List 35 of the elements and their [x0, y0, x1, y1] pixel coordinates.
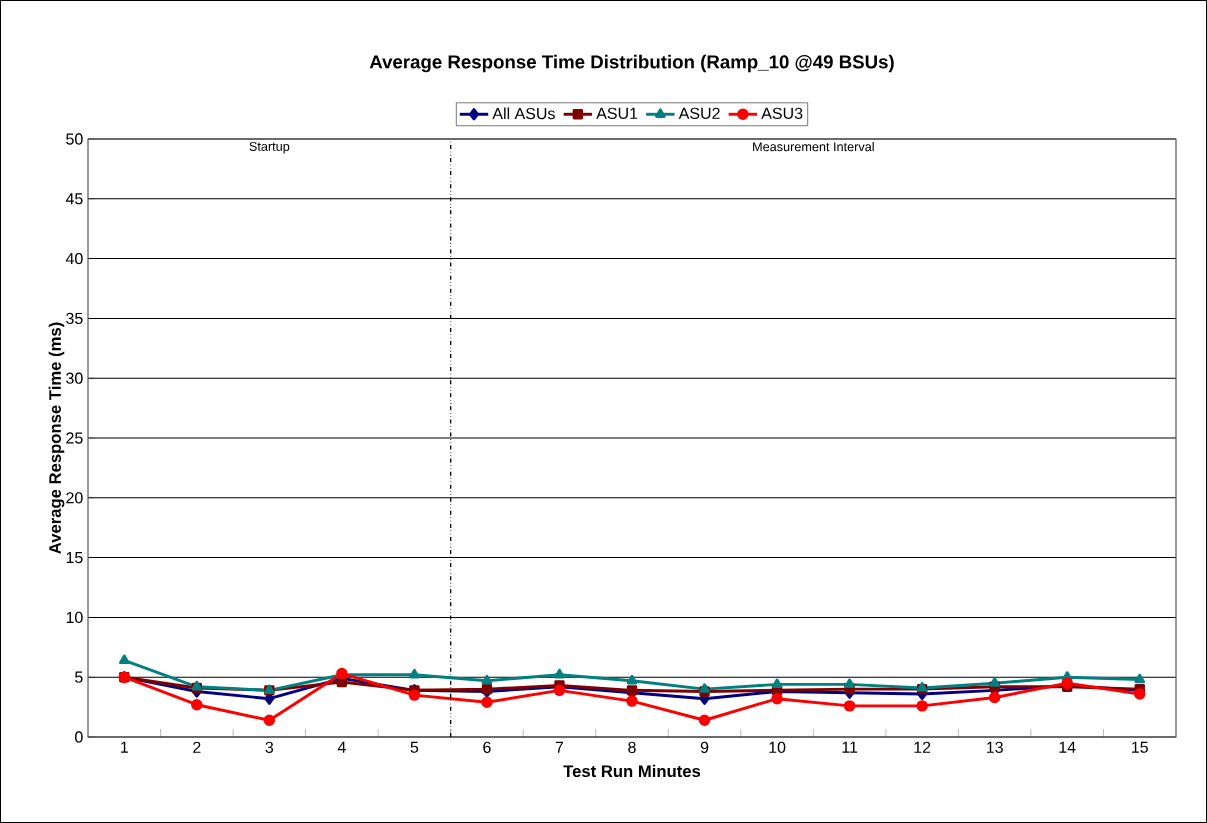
x-tick-label: 6 [483, 741, 491, 754]
y-tick-label: 40 [65, 252, 83, 265]
y-tick-label: 20 [66, 492, 83, 504]
x-tick-label: 2 [193, 741, 201, 753]
y-tick-label: 45 [65, 193, 83, 205]
x-tick-label: 12 [914, 741, 931, 753]
y-tick-label: 25 [66, 432, 83, 444]
x-tick-label: 10 [769, 741, 786, 754]
y-tick-label: 5 [75, 671, 83, 683]
y-tick-label: 10 [66, 611, 83, 624]
y-tick-label: 0 [75, 731, 83, 743]
x-tick-label: 5 [410, 741, 419, 753]
legend-label: All ASUs [492, 107, 555, 120]
annotation: Startup [249, 141, 290, 154]
x-tick-label: 7 [555, 741, 564, 753]
x-tick-label: 15 [1132, 741, 1148, 753]
y-axis-title: Average Response Time (ms) [48, 322, 65, 554]
y-tick-label: 50 [66, 133, 83, 145]
x-tick-label: 14 [1059, 741, 1076, 753]
x-tick-label: 4 [337, 741, 346, 753]
legend-label: ASU3 [761, 107, 803, 119]
x-tick-label: 1 [121, 741, 128, 753]
x-tick-label: 3 [265, 741, 274, 754]
chart-title: Average Response Time Distribution (Ramp_10 @49 BSUs) [369, 54, 894, 73]
x-tick-label: 8 [628, 741, 636, 754]
y-tick-label: 15 [66, 552, 83, 564]
y-tick-label: 35 [66, 312, 83, 325]
y-tick-label: 30 [66, 372, 83, 384]
x-tick-label: 11 [842, 741, 858, 753]
legend-label: ASU1 [596, 107, 638, 119]
x-tick-label: 13 [986, 741, 1003, 754]
annotation: Measurement Interval [753, 141, 874, 152]
legend-label: ASU2 [678, 107, 720, 119]
x-axis-title: Test Run Minutes [563, 764, 701, 778]
x-tick-label: 9 [700, 741, 709, 754]
